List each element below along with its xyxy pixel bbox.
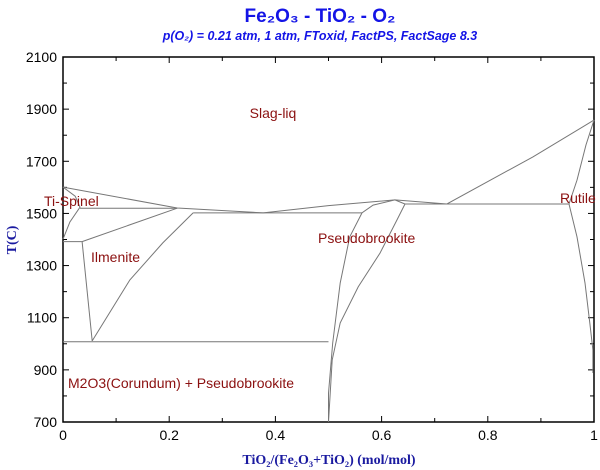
y-tick-label: 1900 [26,101,57,117]
y-tick-label: 700 [34,414,58,430]
region-label-corundum-pseudobrookite: M2O3(Corundum) + Pseudobrookite [68,375,294,391]
x-axis-label: TiO₂/(Fe₂O₃+TiO₂) (mol/mol) [242,453,416,468]
y-tick-label: 1300 [26,258,57,274]
phase-boundary [81,207,178,243]
phase-boundary [62,186,81,240]
phase-boundary [568,119,595,205]
y-tick-label: 900 [34,362,58,378]
y-tick-label: 2100 [26,49,57,65]
phase-boundary [81,241,93,341]
chart-title: Fe₂O₃ - TiO₂ - O₂ [245,6,396,27]
phase-boundary [91,212,194,342]
region-label-pseudobrookite: Pseudobrookite [318,230,416,246]
x-tick-label: 0.2 [159,427,179,443]
x-tick-label: 0.6 [372,427,392,443]
y-tick-label: 1500 [26,205,57,221]
region-label-slag-liq: Slag-liq [250,105,297,121]
chart-subtitle: p(O₂) = 0.21 atm, 1 atm, FToxid, FactPS,… [162,29,478,43]
region-label-ilmenite: Ilmenite [91,249,140,265]
phase-boundary [62,119,595,214]
x-tick-label: 0 [59,427,67,443]
region-label-rutile: Rutile [560,190,596,206]
region-label-ti-spinel: Ti-Spinel [44,193,99,209]
x-tick-label: 0.4 [266,427,286,443]
phase-boundary [568,203,594,373]
x-tick-label: 0.8 [478,427,498,443]
phase-boundary [328,199,396,422]
y-tick-label: 1700 [26,153,57,169]
y-axis-label: T(C) [5,225,20,254]
x-tick-label: 1 [590,427,598,443]
y-tick-label: 1100 [27,310,57,326]
phase-boundary [328,199,406,423]
